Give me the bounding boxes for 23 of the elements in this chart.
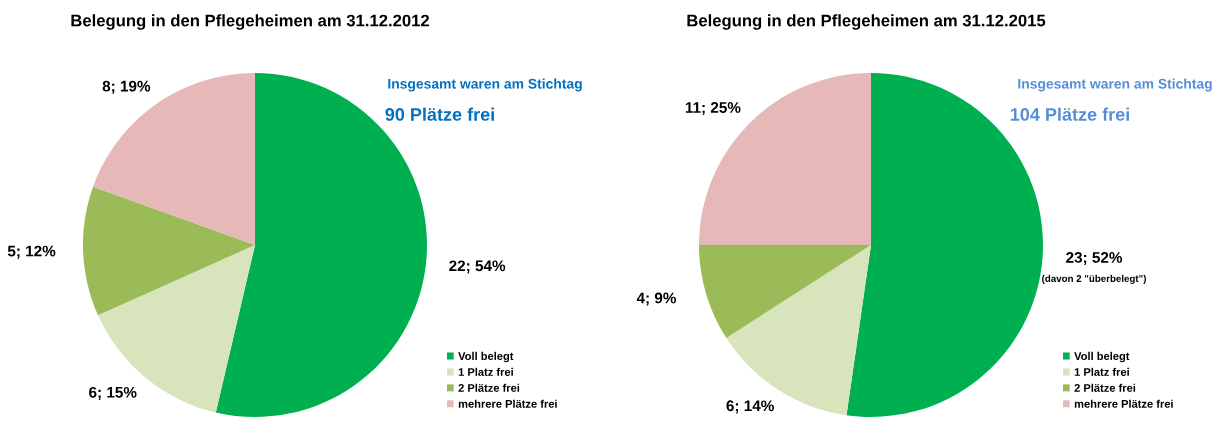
chart-title: Belegung in den Pflegeheimen am 31.12.2012 (71, 14, 430, 30)
data-label: 6; 15% (89, 386, 137, 400)
text: Insgesamt waren am Stichtag (388, 78, 582, 92)
data-label: 11; 25% (685, 102, 741, 116)
legend-label: Voll belegt (458, 351, 514, 363)
data-label: 6; 14% (726, 400, 774, 414)
text: Insgesamt waren am Stichtag (1018, 78, 1212, 92)
data-label: 8; 19% (102, 80, 151, 94)
data-label: 5; 12% (7, 245, 56, 259)
chart-title: Belegung in den Pflegeheimen am 31.12.2015 (687, 14, 1046, 30)
legend-label: 2 Plätze frei (1074, 383, 1136, 392)
legend-label: 1 Platz frei (458, 367, 513, 376)
text: 104 Plätze frei (1010, 107, 1129, 121)
legend-label: mehrere Plätze frei (458, 399, 557, 408)
legend-label: 2 Plätze frei (458, 383, 520, 392)
legend-label: mehrere Plätze frei (1074, 399, 1173, 408)
data-label: 23; 52% (1066, 252, 1123, 266)
data-label: 4; 9% (636, 292, 677, 306)
text: (davon 2 "überbelegt") (1042, 274, 1146, 284)
legend-label: Voll belegt (1074, 351, 1130, 363)
data-label: 22; 54% (449, 260, 506, 274)
legend-label: 1 Platz frei (1074, 367, 1129, 376)
text: 90 Plätze frei (385, 107, 494, 121)
